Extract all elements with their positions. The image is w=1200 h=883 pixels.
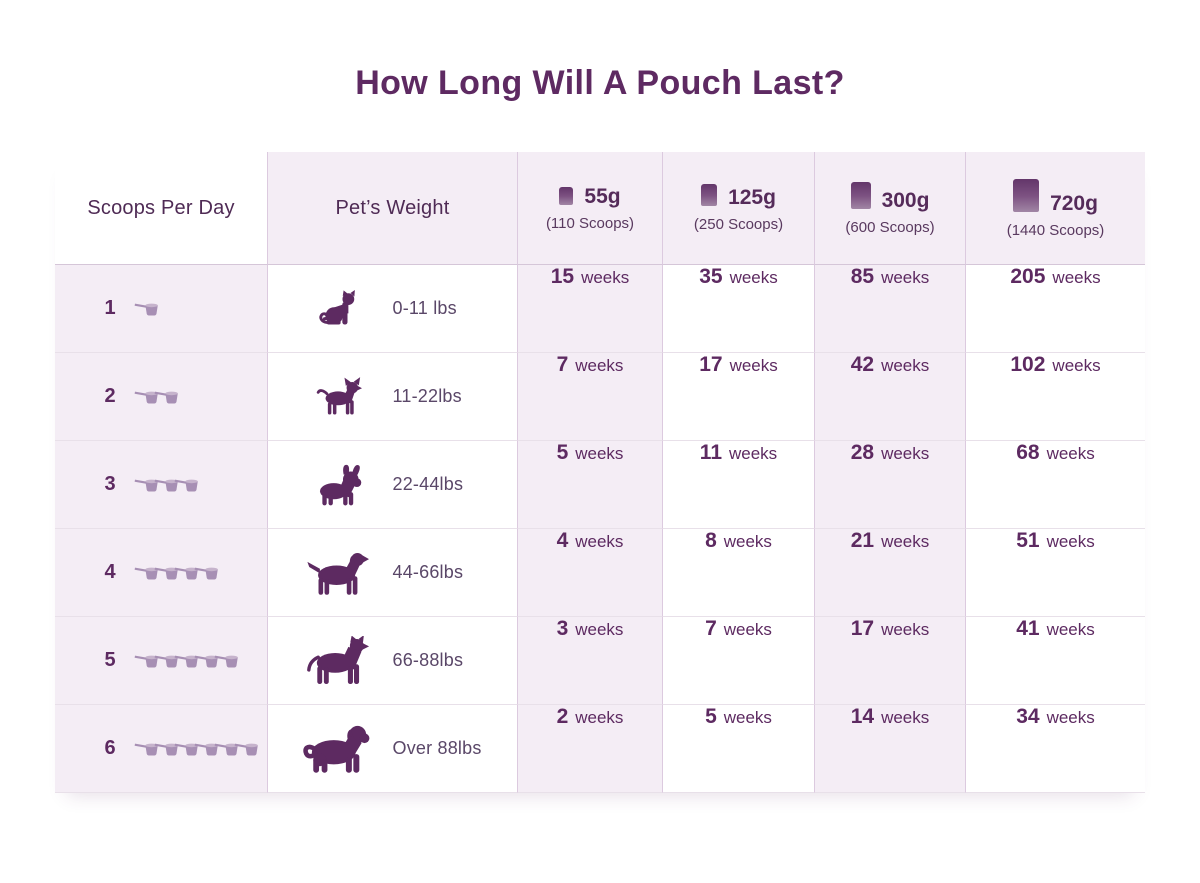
scoops-count: 3 <box>104 473 116 495</box>
pet-weight-label: 22-44lbs <box>392 474 464 494</box>
scoop-icon <box>234 740 260 757</box>
table-row-3-pet: 22-44lbs <box>268 441 518 529</box>
page-title: How Long Will A Pouch Last? <box>355 64 845 102</box>
french-bulldog-icon <box>311 464 364 506</box>
table-row-3-scoops: 3 <box>55 441 268 529</box>
header-pouch-125g: 125g (250 Scoops) <box>663 152 815 265</box>
pouch-icon <box>1013 178 1040 212</box>
pouch-size-label: 55g <box>584 184 621 208</box>
table-row-4-55g: 4 weeks <box>518 529 663 617</box>
saint-bernard-icon <box>303 722 372 775</box>
table-row-1-125g: 35 weeks <box>663 265 815 353</box>
scoops-count: 2 <box>104 385 116 407</box>
header-weight-label: Pet’s Weight <box>335 196 450 219</box>
scoops-count: 5 <box>104 649 116 671</box>
table-row-1-55g: 15 weeks <box>518 265 663 353</box>
pouch-duration-table: Scoops Per Day Pet’s Weight 55g (110 Sco… <box>55 152 1145 793</box>
scoop-icon <box>174 476 200 493</box>
cat-icon <box>319 289 357 329</box>
pouch-scoops-label: (600 Scoops) <box>845 218 935 236</box>
table-row-1-scoops: 1 <box>55 265 268 353</box>
scoops-count: 6 <box>104 737 116 759</box>
table-row-4-300g: 21 weeks <box>815 529 966 617</box>
scoop-icon <box>134 300 160 317</box>
scoop-icon <box>214 652 240 669</box>
table-row-2-125g: 17 weeks <box>663 353 815 441</box>
table-row-2-scoops: 2 <box>55 353 268 441</box>
table-row-5-720g: 41 weeks <box>966 617 1145 705</box>
header-pouch-720g: 720g (1440 Scoops) <box>966 152 1145 265</box>
header-scoops-label: Scoops Per Day <box>87 196 235 219</box>
pouch-scoops-label: (1440 Scoops) <box>1006 221 1105 239</box>
pitbull-icon <box>306 636 370 685</box>
table-row-3-55g: 5 weeks <box>518 441 663 529</box>
header-pouch-55g: 55g (110 Scoops) <box>518 152 663 265</box>
table-row-6-scoops: 6 <box>55 705 268 793</box>
table-row-4-720g: 51 weeks <box>966 529 1145 617</box>
pouch-scoops-label: (110 Scoops) <box>545 214 635 232</box>
table-row-4-pet: 44-66lbs <box>268 529 518 617</box>
table-row-2-55g: 7 weeks <box>518 353 663 441</box>
pouch-size-label: 720g <box>1050 191 1098 215</box>
table-row-5-55g: 3 weeks <box>518 617 663 705</box>
pouch-size-label: 125g <box>728 186 776 209</box>
header-scoops-per-day: Scoops Per Day <box>55 152 268 265</box>
table-row-4-scoops: 4 <box>55 529 268 617</box>
table-row-2-720g: 102 weeks <box>966 353 1145 441</box>
table-row-1-300g: 85 weeks <box>815 265 966 353</box>
pet-weight-label: Over 88lbs <box>392 738 482 758</box>
table-row-2-pet: 11-22lbs <box>268 353 518 441</box>
pouch-icon <box>701 184 718 206</box>
scoop-icon <box>194 564 220 581</box>
table-row-1-720g: 205 weeks <box>966 265 1145 353</box>
pouch-icon <box>559 186 574 205</box>
table-row-6-pet: Over 88lbs <box>268 705 518 793</box>
scoop-icon <box>154 388 180 405</box>
scoops-count: 4 <box>104 561 116 583</box>
table-row-2-300g: 42 weeks <box>815 353 966 441</box>
table-row-5-scoops: 5 <box>55 617 268 705</box>
table-row-5-pet: 66-88lbs <box>268 617 518 705</box>
header-pouch-300g: 300g (600 Scoops) <box>815 152 966 265</box>
labrador-icon <box>306 549 369 596</box>
table-row-5-125g: 7 weeks <box>663 617 815 705</box>
pet-weight-label: 66-88lbs <box>392 650 464 670</box>
table-row-3-125g: 11 weeks <box>663 441 815 529</box>
pet-weight-label: 0-11 lbs <box>392 298 457 318</box>
table-row-3-720g: 68 weeks <box>966 441 1145 529</box>
pouch-scoops-label: (250 Scoops) <box>693 216 784 233</box>
table-row-1-pet: 0-11 lbs <box>268 265 518 353</box>
chihuahua-icon <box>314 377 362 416</box>
pet-weight-label: 11-22lbs <box>392 386 462 406</box>
table-row-4-125g: 8 weeks <box>663 529 815 617</box>
pet-weight-label: 44-66lbs <box>392 562 464 582</box>
table-row-5-300g: 17 weeks <box>815 617 966 705</box>
pouch-icon <box>850 181 871 209</box>
table-row-6-125g: 5 weeks <box>663 705 815 793</box>
table-row-6-55g: 2 weeks <box>518 705 663 793</box>
scoops-count: 1 <box>104 297 116 319</box>
table-row-6-300g: 14 weeks <box>815 705 966 793</box>
table-row-6-720g: 34 weeks <box>966 705 1145 793</box>
pouch-size-label: 300g <box>881 188 930 212</box>
table-row-3-300g: 28 weeks <box>815 441 966 529</box>
header-pets-weight: Pet’s Weight <box>268 152 518 265</box>
